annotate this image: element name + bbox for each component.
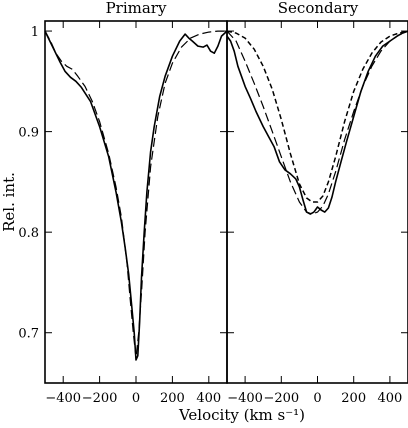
primary-x-tick-label: 400 — [196, 391, 221, 406]
primary-y-tick-label: 0.8 — [18, 226, 39, 241]
secondary-title: Secondary — [278, 0, 359, 17]
primary-y-tick-label: 0.9 — [18, 126, 39, 141]
secondary-x-tick-label: 0 — [313, 391, 321, 406]
primary-ticks: −400 −200 0 200 400 0.7 0.8 0.9 1 — [18, 21, 227, 406]
primary-x-tick-label: −200 — [82, 391, 118, 406]
secondary-x-tick-label: 200 — [341, 391, 366, 406]
primary-x-tick-label: 200 — [160, 391, 185, 406]
secondary-lines — [226, 30, 408, 215]
primary-y-tick-label: 1 — [31, 25, 39, 40]
primary-series-dashed-line — [44, 30, 227, 359]
secondary-x-tick-label: −200 — [263, 391, 299, 406]
secondary-x-tick-label: −400 — [227, 391, 263, 406]
primary-plot-frame — [44, 20, 228, 384]
primary-lines — [44, 30, 228, 361]
secondary-series-short-dashed-line — [226, 30, 408, 203]
x-axis-label: Velocity (km s⁻¹) — [178, 406, 305, 424]
primary-x-tick-label: 0 — [132, 391, 140, 406]
secondary-series-solid-line — [226, 30, 408, 215]
secondary-x-tick-label: 400 — [377, 391, 402, 406]
primary-series-solid-line — [44, 30, 228, 361]
primary-y-tick-label: 0.7 — [18, 327, 39, 342]
primary-title: Primary — [106, 0, 167, 17]
secondary-series-dashed-line — [226, 30, 408, 215]
primary-panel: Primary −400 −200 0 200 400 0.7 0.8 0.9 1 — [18, 0, 228, 406]
y-axis-label: Rel. int. — [0, 172, 18, 232]
secondary-ticks: −400 −200 0 200 400 — [227, 21, 408, 406]
primary-x-tick-label: −400 — [45, 391, 81, 406]
secondary-panel: Secondary −400 −200 0 200 400 — [226, 0, 408, 406]
